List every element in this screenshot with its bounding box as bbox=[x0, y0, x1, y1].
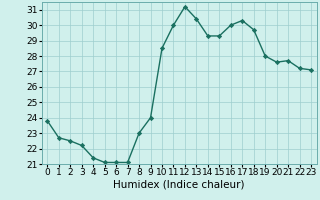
X-axis label: Humidex (Indice chaleur): Humidex (Indice chaleur) bbox=[114, 180, 245, 190]
